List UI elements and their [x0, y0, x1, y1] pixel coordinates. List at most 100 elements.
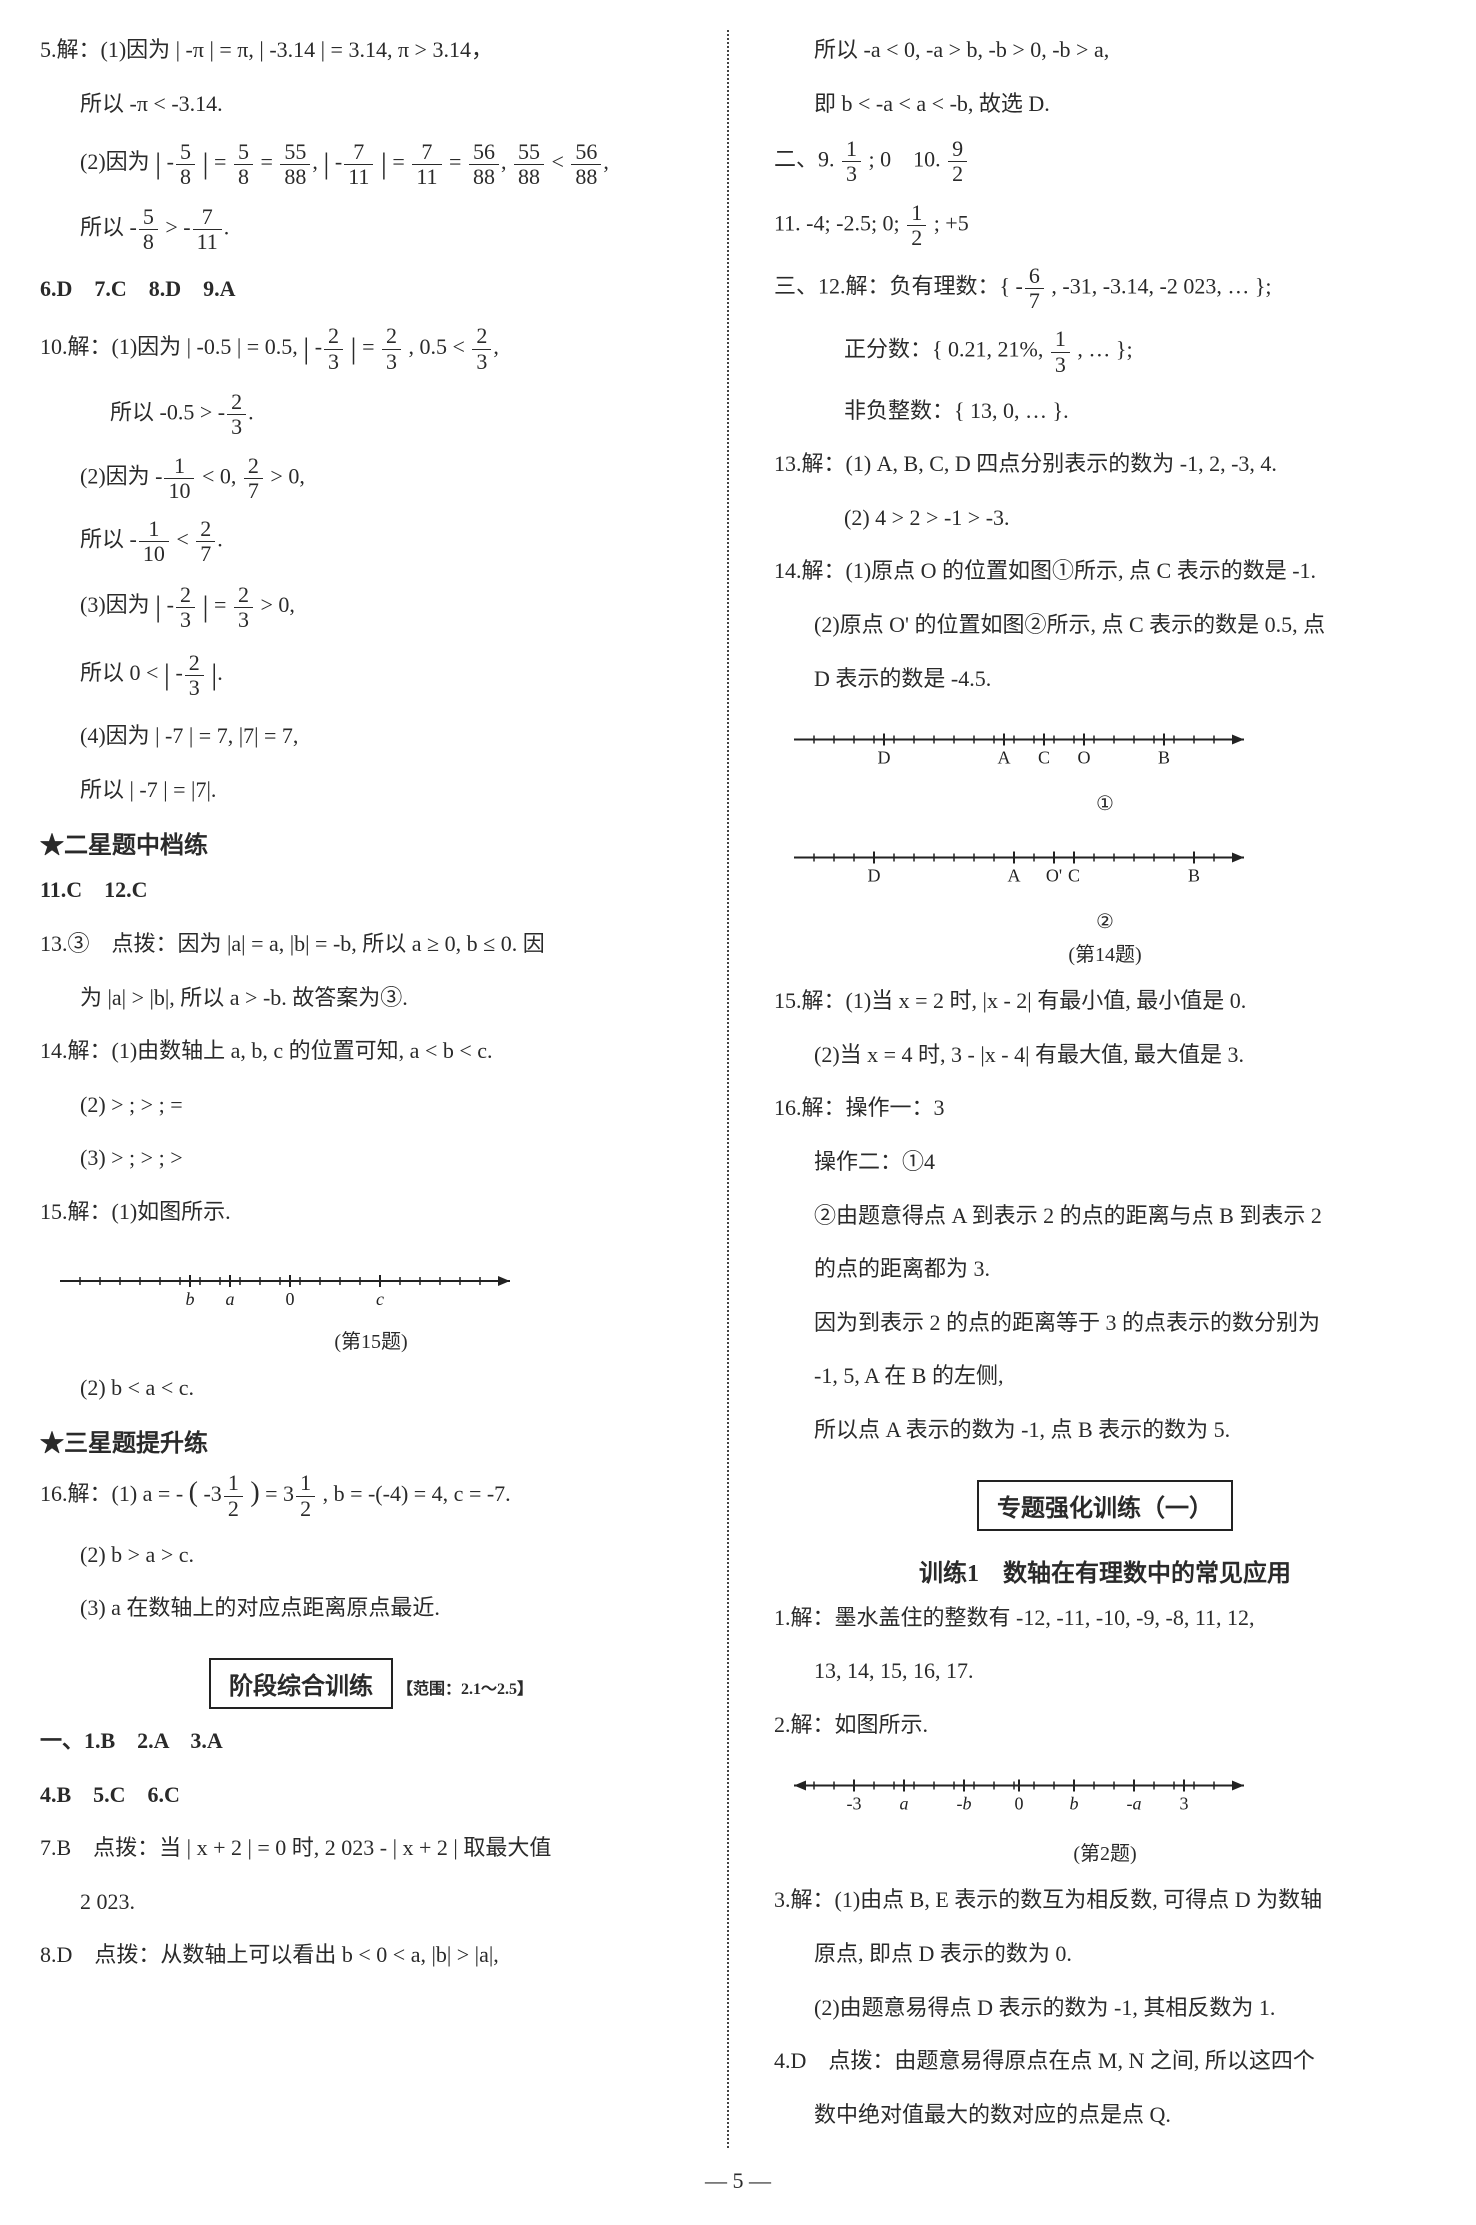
svg-text:0: 0 — [286, 1289, 295, 1309]
r-q14-1: 14.解：(1)原点 O 的位置如图①所示, 点 C 表示的数是 -1. — [774, 551, 1436, 591]
svg-text:A: A — [1008, 866, 1021, 886]
r-q15-2: (2)当 x = 4 时, 3 - |x - 4| 有最大值, 最大值是 3. — [774, 1035, 1436, 1075]
r-q16-1: 16.解：操作一：3 — [774, 1088, 1436, 1128]
s1-3: 一、1.B 2.A 3.A — [40, 1721, 702, 1761]
s7-1: 7.B 点拨：当 | x + 2 | = 0 时, 2 023 - | x + … — [40, 1828, 702, 1868]
r-q14-nl2: D A O' C B ② (第14题) — [774, 830, 1436, 967]
q10-2: (2)因为 -110 < 0, 27 > 0, — [40, 454, 702, 503]
q5-line4: 所以 -58 > -711. — [40, 205, 702, 254]
r-q16-4: 的点的距离都为 3. — [774, 1249, 1436, 1289]
topic-box: 专题强化训练（一） — [977, 1480, 1233, 1531]
q15-nl-caption: (第15题) — [40, 1325, 702, 1354]
stage-heading-wrap: 阶段综合训练 【范围：2.1～2.5】 — [40, 1642, 702, 1721]
q14-1: 14.解：(1)由数轴上 a, b, c 的位置可知, a < b < c. — [40, 1031, 702, 1071]
s8b-1: 所以 -a < 0, -a > b, -b > 0, -b > a, — [774, 30, 1436, 70]
r-q13-1: 13.解：(1) A, B, C, D 四点分别表示的数为 -1, 2, -3,… — [774, 444, 1436, 484]
svg-text:C: C — [1038, 748, 1050, 768]
sec2: 二、9. 13 ; 0 10. 92 — [774, 137, 1436, 186]
sec3-q12-3: 非负整数：{ 13, 0, … }. — [774, 391, 1436, 431]
nl14b-tag: ② — [774, 909, 1436, 934]
svg-text:O: O — [1078, 748, 1091, 768]
q5-line2: 所以 -π < -3.14. — [40, 84, 702, 124]
q14-2: (2) > ; > ; = — [40, 1085, 702, 1125]
svg-text:a: a — [226, 1289, 235, 1309]
r-q16-7: 所以点 A 表示的数为 -1, 点 B 表示的数为 5. — [774, 1410, 1436, 1450]
r-q14-caption: (第14题) — [774, 938, 1436, 967]
svg-text:B: B — [1158, 748, 1170, 768]
stage-range: 【范围：2.1～2.5】 — [397, 1681, 533, 1698]
t1-2: 13, 14, 15, 16, 17. — [774, 1651, 1436, 1691]
stage-box: 阶段综合训练 — [209, 1658, 393, 1709]
numberline-svg: DACOB — [774, 712, 1274, 782]
q16-3: (3) a 在数轴上的对应点距离原点最近. — [40, 1588, 702, 1628]
t2-caption: (第2题) — [774, 1837, 1436, 1866]
q5-line3: (2)因为 | -58 | = 58 = 5588, | -711 | = 71… — [40, 137, 702, 191]
right-column: 所以 -a < 0, -a > b, -b > 0, -b > a, 即 b <… — [749, 30, 1436, 2148]
svg-text:A: A — [998, 748, 1011, 768]
q10-4: (4)因为 | -7 | = 7, |7| = 7, — [40, 716, 702, 756]
t4-1: 4.D 点拨：由题意易得原点在点 M, N 之间, 所以这四个 — [774, 2041, 1436, 2081]
svg-text:a: a — [900, 1794, 909, 1814]
svg-text:B: B — [1188, 866, 1200, 886]
t2-1: 2.解：如图所示. — [774, 1705, 1436, 1745]
r-q13-2: (2) 4 > 2 > -1 > -3. — [774, 498, 1436, 538]
s8: 8.D 点拨：从数轴上可以看出 b < 0 < a, |b| > |a|, — [40, 1935, 702, 1975]
q15-2: (2) b < a < c. — [40, 1368, 702, 1408]
train1-heading: 训练1 数轴在有理数中的常见应用 — [774, 1553, 1436, 1588]
s8b-2: 即 b < -a < a < -b, 故选 D. — [774, 84, 1436, 124]
svg-text:-b: -b — [957, 1794, 972, 1814]
r-q16-2: 操作二：①4 — [774, 1142, 1436, 1182]
q13-2: 为 |a| > |b|, 所以 a > -b. 故答案为③. — [40, 978, 702, 1018]
r-q16-3: ②由题意得点 A 到表示 2 的点的距离与点 B 到表示 2 — [774, 1196, 1436, 1236]
q16-1: 16.解：(1) a = - ( -312 ) = 312 , b = -(-4… — [40, 1468, 702, 1521]
q10-1: 10.解：(1)因为 | -0.5 | = 0.5, | -23 | = 23 … — [40, 322, 702, 376]
q11-12: 11.C 12.C — [40, 870, 702, 910]
t3-3: (2)由题意易得点 D 表示的数为 -1, 其相反数为 1. — [774, 1988, 1436, 2028]
t4-2: 数中绝对值最大的数对应的点是点 Q. — [774, 2095, 1436, 2135]
r-q14-nl1: D A C O B ① — [774, 712, 1436, 816]
topic-box-wrap: 专题强化训练（一） — [774, 1464, 1436, 1543]
q5-line1: 5.解：(1)因为 | -π | = π, | -3.14 | = 3.14, … — [40, 30, 702, 70]
q6-9: 6.D 7.C 8.D 9.A — [40, 269, 702, 309]
left-column: 5.解：(1)因为 | -π | = π, | -3.14 | = 3.14, … — [40, 30, 729, 2148]
q15-numberline: b a 0 c (第15题) — [40, 1246, 702, 1354]
svg-text:0: 0 — [1015, 1794, 1024, 1814]
nl14a-tag: ① — [774, 791, 1436, 816]
q10-4b: 所以 | -7 | = |7|. — [40, 770, 702, 810]
sec3-q12-2: 正分数：{ 0.21, 21%, 13 , … }; — [774, 327, 1436, 376]
q14-3: (3) > ; > ; > — [40, 1138, 702, 1178]
t3-1: 3.解：(1)由点 B, E 表示的数互为相反数, 可得点 D 为数轴 — [774, 1880, 1436, 1920]
q10-2b: 所以 -110 < 27. — [40, 517, 702, 566]
star2-heading: ★二星题中档练 — [40, 825, 702, 860]
t2-numberline: -3a-b0b-a3 (第2题) — [774, 1758, 1436, 1866]
r-q14-3: D 表示的数是 -4.5. — [774, 659, 1436, 699]
q16-2: (2) b > a > c. — [40, 1535, 702, 1575]
svg-text:C: C — [1068, 866, 1080, 886]
r-q11: 11. -4; -2.5; 0; 12 ; +5 — [774, 201, 1436, 250]
sec3-q12-1: 三、12.解：负有理数：{ -67 , -31, -3.14, -2 023, … — [774, 264, 1436, 313]
r-q14-2: (2)原点 O' 的位置如图②所示, 点 C 表示的数是 0.5, 点 — [774, 605, 1436, 645]
q10-3b: 所以 0 < | -23 |. — [40, 648, 702, 702]
q15-1: 15.解：(1)如图所示. — [40, 1192, 702, 1232]
svg-text:b: b — [186, 1289, 195, 1309]
page-number: — 5 — — [40, 2168, 1436, 2194]
r-q16-6: -1, 5, A 在 B 的左侧, — [774, 1356, 1436, 1396]
svg-text:c: c — [376, 1289, 384, 1309]
numberline-svg: D A O' C B — [774, 830, 1274, 900]
s4-6: 4.B 5.C 6.C — [40, 1775, 702, 1815]
q10-1b: 所以 -0.5 > -23. — [40, 390, 702, 439]
star3-heading: ★三星题提升练 — [40, 1423, 702, 1458]
s7-2: 2 023. — [40, 1882, 702, 1922]
t3-2: 原点, 即点 D 表示的数为 0. — [774, 1934, 1436, 1974]
svg-text:-3: -3 — [847, 1794, 862, 1814]
svg-text:O': O' — [1046, 866, 1062, 886]
q10-3: (3)因为 | -23 | = 23 > 0, — [40, 580, 702, 634]
r-q15-1: 15.解：(1)当 x = 2 时, |x - 2| 有最小值, 最小值是 0. — [774, 981, 1436, 1021]
svg-text:-a: -a — [1127, 1794, 1142, 1814]
svg-text:D: D — [878, 748, 891, 768]
svg-text:b: b — [1070, 1794, 1079, 1814]
q13-1: 13.③ 点拨：因为 |a| = a, |b| = -b, 所以 a ≥ 0, … — [40, 924, 702, 964]
t1-1: 1.解：墨水盖住的整数有 -12, -11, -10, -9, -8, 11, … — [774, 1598, 1436, 1638]
r-q16-5: 因为到表示 2 的点的距离等于 3 的点表示的数分别为 — [774, 1303, 1436, 1343]
svg-text:D: D — [868, 866, 881, 886]
